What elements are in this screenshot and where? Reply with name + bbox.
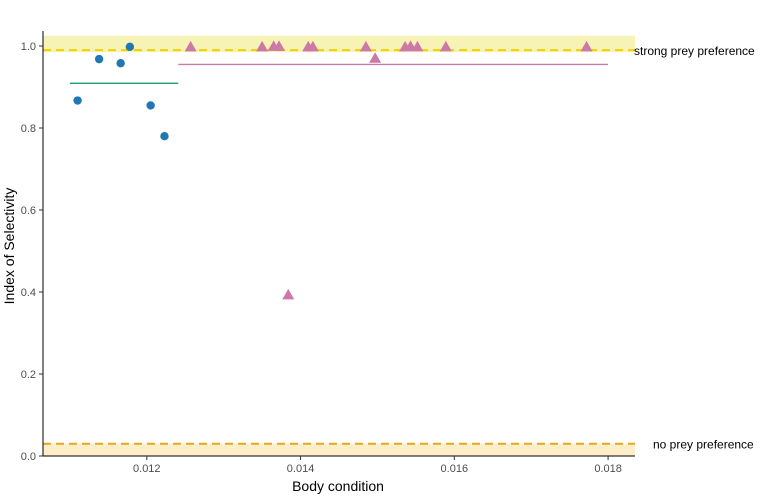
x-tick-label: 0.014 (287, 463, 315, 475)
data-point-triangle (184, 40, 197, 52)
y-tick-label: 0.8 (21, 123, 36, 135)
mean-lines (69, 63, 609, 84)
y-tick-label: 1.0 (21, 41, 36, 53)
data-point-triangle (359, 40, 372, 52)
axes (42, 31, 635, 457)
data-point-triangle (273, 40, 286, 51)
data-point-triangle (411, 40, 424, 52)
reference-band-1 (43, 443, 635, 456)
y-axis-title: Index of Selectivity (1, 188, 17, 305)
data-point-triangle (439, 40, 452, 52)
data-point-circle (116, 59, 125, 68)
data-point-circle (146, 101, 155, 110)
data-point-circle (125, 42, 135, 52)
data-point-circle (160, 132, 169, 141)
y-tick-label: 0.4 (21, 287, 36, 299)
data-point-circle (73, 96, 82, 105)
data-points (73, 40, 593, 300)
x-axis-title: Body condition (292, 478, 384, 494)
band-label-1: no prey preference (653, 438, 754, 452)
data-point-triangle (369, 52, 382, 63)
data-point-triangle (256, 40, 269, 52)
y-tick-label: 0.0 (21, 451, 36, 463)
data-point-circle (94, 54, 104, 64)
data-point-triangle (282, 288, 295, 300)
band-labels: strong prey preference no prey preference (634, 44, 755, 452)
axis-ticks: 0.012 0.014 0.016 0.018 0.0 0.2 0.4 0.6 0.8 1.0 (21, 41, 622, 475)
data-point-triangle (580, 40, 593, 52)
y-tick-label: 0.2 (21, 369, 36, 381)
reference-bands (43, 35, 635, 456)
x-tick-label: 0.018 (594, 463, 622, 475)
y-tick-label: 0.6 (21, 205, 36, 217)
x-tick-label: 0.012 (133, 463, 161, 475)
band-label-0: strong prey preference (634, 44, 755, 58)
data-point-triangle (306, 40, 319, 52)
x-tick-label: 0.016 (441, 463, 469, 475)
